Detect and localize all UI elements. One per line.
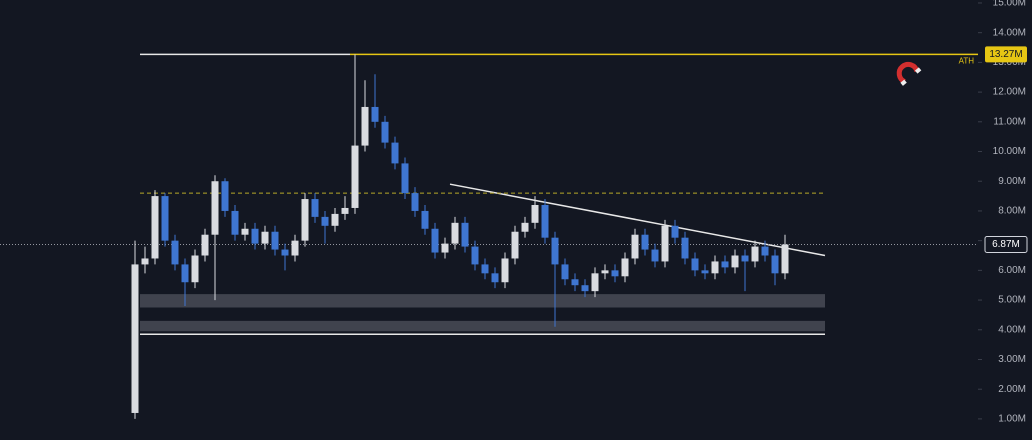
candle-body xyxy=(291,240,299,256)
candle-body xyxy=(581,285,589,292)
candle-body xyxy=(671,225,679,238)
candle-body xyxy=(481,264,489,274)
candle-body xyxy=(691,258,699,271)
y-tick-label: 14.00M xyxy=(993,27,1026,38)
candle-body xyxy=(141,258,149,265)
candle-body xyxy=(271,231,279,250)
candle-body xyxy=(401,163,409,194)
candle-body xyxy=(241,228,249,235)
candle-body xyxy=(261,231,269,244)
candle-body xyxy=(391,142,399,164)
y-tick-label: 3.00M xyxy=(998,354,1026,365)
candle-body xyxy=(621,258,629,277)
price-label-box xyxy=(984,236,1028,254)
candle-body xyxy=(431,228,439,253)
candle-body xyxy=(531,204,539,223)
candle-body xyxy=(661,225,669,262)
candle-body xyxy=(361,106,369,146)
y-tick-label: 8.00M xyxy=(998,206,1026,217)
zone xyxy=(140,320,825,332)
candle-body xyxy=(611,270,619,277)
candle-body xyxy=(281,249,289,256)
candle-body xyxy=(381,121,389,143)
y-tick-label: 1.00M xyxy=(998,414,1026,425)
candle-body xyxy=(151,196,159,259)
candle-body xyxy=(521,222,529,232)
y-tick-label: 9.00M xyxy=(998,176,1026,187)
candle-body xyxy=(451,222,459,244)
magnet-icon xyxy=(896,61,922,86)
candle-body xyxy=(501,258,509,283)
candle-body xyxy=(641,234,649,250)
candle-body xyxy=(491,273,499,283)
candle-body xyxy=(681,237,689,259)
candle-body xyxy=(651,249,659,262)
candle-body xyxy=(221,181,229,211)
candle-body xyxy=(601,270,609,274)
price-label: 6.87M xyxy=(992,239,1020,250)
candle-body xyxy=(571,279,579,286)
candle-body xyxy=(701,270,709,274)
candle-body xyxy=(301,199,309,241)
candle-body xyxy=(411,193,419,211)
zone xyxy=(140,294,825,308)
y-tick-label: 13.00M xyxy=(993,57,1026,68)
candle-body xyxy=(471,246,479,265)
candle-body xyxy=(781,244,789,274)
candle-body xyxy=(201,234,209,256)
candle-body xyxy=(171,240,179,265)
candle-body xyxy=(751,246,759,262)
candle-body xyxy=(631,234,639,259)
y-tick-label: 11.00M xyxy=(993,116,1026,127)
candle-body xyxy=(461,222,469,247)
candle-body xyxy=(181,264,189,283)
candle-body xyxy=(441,243,449,253)
price-label-box xyxy=(985,46,1027,63)
candle-body xyxy=(731,255,739,268)
candle-body xyxy=(251,228,259,244)
y-tick-label: 10.00M xyxy=(993,146,1026,157)
candle-body xyxy=(211,181,219,235)
candle-body xyxy=(711,261,719,274)
y-tick-label: 15.00M xyxy=(993,0,1026,9)
candle-body xyxy=(511,231,519,259)
trend-line xyxy=(449,183,826,257)
candle-body xyxy=(231,210,239,235)
y-tick-label: 2.00M xyxy=(998,384,1026,395)
candle-body xyxy=(761,246,769,256)
candle-body xyxy=(371,106,379,122)
candle-body xyxy=(311,199,319,217)
candle-body xyxy=(551,237,559,265)
candle-body xyxy=(161,196,169,241)
candle-body xyxy=(591,273,599,292)
y-tick-label: 4.00M xyxy=(998,324,1026,335)
candle-body xyxy=(771,255,779,274)
candle-body xyxy=(541,204,549,238)
y-tick-label: 12.00M xyxy=(993,87,1026,98)
level-note: ATH xyxy=(959,56,975,65)
candle-body xyxy=(351,145,359,208)
candle-body xyxy=(131,264,139,413)
candle-body xyxy=(341,207,349,214)
candle-body xyxy=(721,261,729,268)
candle-body xyxy=(191,255,199,283)
y-tick-label: 6.00M xyxy=(998,265,1026,276)
candle-body xyxy=(741,255,749,262)
y-tick-label: 5.00M xyxy=(998,295,1026,306)
price-label: 13.27M xyxy=(989,49,1022,60)
candle-body xyxy=(321,216,329,226)
candle-body xyxy=(421,210,429,229)
candle-body xyxy=(561,264,569,280)
candle-body xyxy=(331,213,339,226)
